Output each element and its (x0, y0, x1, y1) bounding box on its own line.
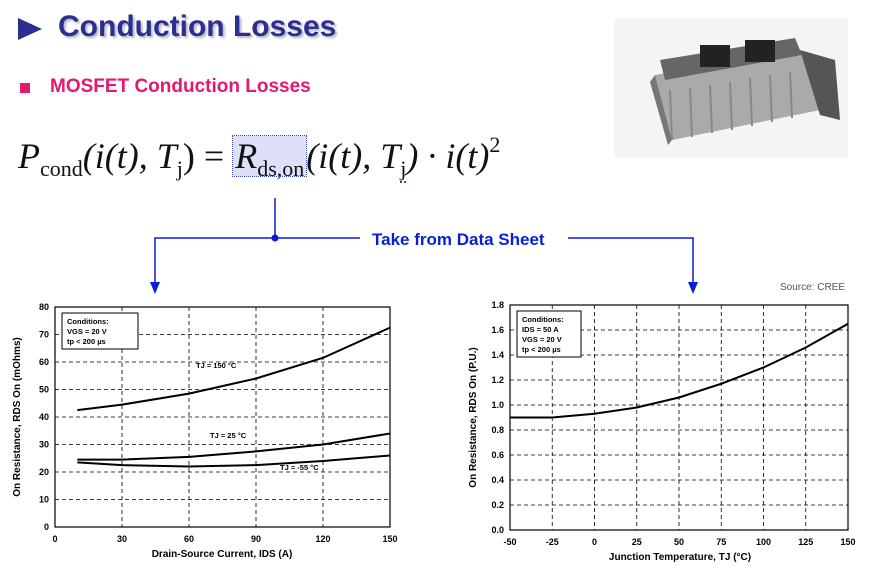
formula-part: ) · i(t) (406, 136, 490, 176)
callout-text: Take from Data Sheet (372, 230, 545, 249)
formula-part: cond (40, 156, 83, 181)
arrow-head (150, 282, 160, 294)
product-photo (614, 18, 848, 158)
x-tick-label: 25 (632, 537, 642, 547)
x-tick-label: -25 (546, 537, 559, 547)
condition: IDS = 50 A (522, 325, 559, 334)
y-tick-label: 80 (39, 302, 49, 312)
y-tick-label: 0.6 (491, 450, 504, 460)
x-tick-label: 0 (592, 537, 597, 547)
x-tick-label: 125 (798, 537, 813, 547)
conditions-box (516, 310, 582, 358)
x-tick-label: 0 (52, 534, 57, 544)
y-axis-label: On Resistance, RDS On (P.U.) (468, 347, 479, 487)
formula-part: (i(t), T (82, 136, 177, 176)
callout-dot (271, 234, 279, 242)
formula: Pcond(i(t), Tj) = Rds,on(i(t), Tj) · i(t… (18, 132, 501, 183)
conditions-box (61, 312, 139, 350)
source: Source: CREE (780, 282, 845, 293)
x-tick-label: 60 (184, 534, 194, 544)
y-tick-label: 0.8 (491, 425, 504, 435)
condition: Conditions: (522, 315, 564, 324)
subtitle: MOSFET Conduction Losses (50, 76, 311, 97)
y-tick-label: 60 (39, 357, 49, 367)
y-axis-label: On Resistance, RDS On (mOhms) (12, 337, 23, 496)
condition: Conditions: (67, 317, 109, 326)
y-tick-label: 20 (39, 467, 49, 477)
arrow-head (688, 282, 698, 294)
y-tick-label: 10 (39, 495, 49, 505)
formula-part: 2 (489, 132, 501, 157)
formula-part: j (176, 156, 183, 181)
title-bullet (18, 18, 42, 40)
y-tick-label: 40 (39, 412, 49, 422)
x-tick-label: -50 (503, 537, 516, 547)
series-line (510, 322, 849, 419)
x-tick-label: 30 (117, 534, 127, 544)
formula-part: ) = (182, 136, 234, 176)
y-tick-label: 70 (39, 330, 49, 340)
x-tick-label: 50 (674, 537, 684, 547)
x-tick-label: 90 (251, 534, 261, 544)
y-tick-label: 0.0 (491, 525, 504, 535)
x-tick-label: 120 (315, 534, 330, 544)
series-label: TJ = -55 °C (280, 463, 319, 472)
x-tick-label: 150 (382, 534, 397, 544)
formula-part: R (235, 136, 258, 176)
title: Conduction Losses (58, 10, 337, 43)
y-tick-label: 1.2 (491, 375, 504, 385)
x-axis-label: Junction Temperature, TJ (°C) (609, 552, 751, 563)
formula-part: j (400, 156, 407, 183)
y-tick-label: 0.4 (491, 475, 504, 485)
charts: 0 10 20 30 40 50 60 70 80 0 30 60 90 120 150 Drain-Sour… (12, 300, 856, 563)
formula-part: (i(t), T (306, 136, 401, 176)
line-chart: 0 10 20 30 40 50 60 70 80 0 30 60 90 120 150 Drain-Sour… (12, 302, 398, 560)
x-axis-label: Drain-Source Current, IDS (A) (152, 549, 293, 560)
series-label: TJ = 150 °C (196, 361, 237, 370)
formula-part: ds,on (257, 156, 305, 181)
callout-lines (154, 198, 694, 288)
series-line (77, 326, 391, 412)
condition: tp < 200 µs (522, 345, 561, 354)
subtitle-bullet (20, 83, 30, 93)
x-tick-label: 75 (716, 537, 726, 547)
y-tick-label: 0 (44, 522, 49, 532)
y-tick-label: 1.4 (491, 350, 504, 360)
y-tick-label: 1.6 (491, 325, 504, 335)
x-tick-label: 150 (840, 537, 855, 547)
series-line (77, 432, 391, 461)
y-tick-label: 1.8 (491, 300, 504, 310)
formula-part: P (18, 136, 40, 176)
line-chart: 0.0 0.2 0.4 0.6 0.8 1.0 1.2 1.4 1.6 1.8 -50 -25 0 25 5… (468, 300, 856, 563)
condition: tp < 200 µs (67, 337, 106, 346)
series-label: TJ = 25 °C (210, 431, 247, 440)
y-tick-label: 50 (39, 385, 49, 395)
condition: VGS = 20 V (522, 335, 562, 344)
y-tick-label: 0.2 (491, 500, 504, 510)
x-tick-label: 100 (756, 537, 771, 547)
y-tick-label: 30 (39, 440, 49, 450)
y-tick-label: 1.0 (491, 400, 504, 410)
series-line (77, 454, 391, 468)
highlight: Rds,on (232, 135, 308, 181)
condition: VGS = 20 V (67, 327, 107, 336)
